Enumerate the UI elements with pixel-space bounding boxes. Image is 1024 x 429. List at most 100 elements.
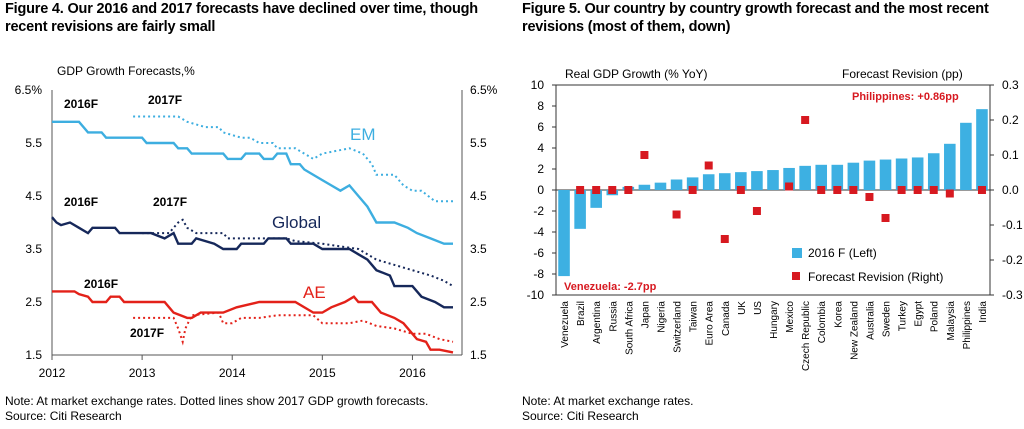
bar-argentina — [590, 190, 602, 208]
right-left-axis-title: Real GDP Growth (% YoY) — [565, 67, 708, 81]
right-right-axis-title: Forecast Revision (pp) — [842, 67, 963, 81]
annotation-philippines: Philippines: +0.86pp — [852, 91, 959, 103]
bar-czech-republic — [799, 165, 811, 190]
bar-malaysia — [944, 143, 956, 190]
x-category-label: South Africa — [624, 301, 635, 355]
right-source: Source: Citi Research — [522, 409, 639, 423]
revision-ytick-label: -0.1 — [1002, 218, 1023, 232]
x-category-label: Argentina — [592, 301, 603, 344]
bar-ytick-label: 2 — [537, 162, 544, 176]
x-category-label: Colombia — [817, 301, 828, 344]
x-tick-label: 2015 — [309, 366, 336, 380]
x-category-label: Philippines — [962, 301, 973, 349]
bar-ytick-label: 6 — [537, 120, 544, 134]
x-category-label: Switzerland — [673, 301, 684, 353]
series-label-em: EM — [350, 125, 376, 144]
x-category-label: Egypt — [914, 301, 925, 327]
bar-switzerland — [670, 179, 683, 190]
revision-marker — [688, 186, 697, 194]
annotation-venezuela: Venezuela: -2.7pp — [564, 281, 657, 293]
bar-india — [976, 109, 988, 190]
bar-ytick-label: -4 — [533, 225, 544, 239]
right-note-block: Note: At market exchange rates. Source: … — [522, 394, 693, 424]
legend-swatch-revision — [792, 272, 800, 280]
revision-marker — [608, 186, 617, 194]
x-category-label: Hungary — [769, 301, 780, 339]
right-title-line2: revisions (most of them, down) — [522, 19, 731, 35]
x-category-label: Sweden — [882, 301, 893, 337]
bar-euro-area — [702, 174, 715, 190]
bar-mexico — [783, 167, 795, 190]
left-ytick-label: 1.5 — [25, 348, 42, 362]
bar-colombia — [815, 164, 828, 190]
left-chart-title: Figure 4. Our 2016 and 2017 forecasts ha… — [5, 0, 478, 36]
x-category-label: New Zealand — [849, 301, 860, 360]
label-ae-2016f: 2016F — [84, 277, 118, 291]
left-title-line2: recent revisions are fairly small — [5, 19, 216, 35]
bar-poland — [927, 153, 940, 190]
x-category-label: Turkey — [898, 301, 909, 331]
revision-marker — [720, 235, 729, 243]
bar-hungary — [767, 170, 779, 190]
right-ytick-label: 1.5 — [470, 348, 487, 362]
label-global-2016f: 2016F — [64, 195, 98, 209]
bar-venezuela — [558, 190, 570, 277]
bar-us — [751, 171, 763, 190]
bar-ytick-label: 10 — [531, 78, 545, 92]
right-note: Note: At market exchange rates. — [522, 394, 694, 408]
bar-ytick-label: -8 — [533, 267, 544, 281]
bar-brazil — [574, 190, 586, 229]
bar-sweden — [879, 159, 892, 190]
x-category-label: Venezuela — [560, 301, 571, 348]
x-category-label: UK — [737, 301, 748, 315]
right-ytick-label: 4.5 — [470, 189, 487, 203]
right-title-line1: Figure 5. Our country by country growth … — [522, 1, 989, 17]
left-note-block: Note: At market exchange rates. Dotted l… — [5, 394, 428, 424]
x-category-label: Korea — [833, 301, 844, 328]
revision-marker — [736, 186, 745, 194]
left-ytick-label: 3.5 — [25, 242, 42, 256]
bar-canada — [718, 173, 731, 190]
left-ytick-label: 4.5 — [25, 189, 42, 203]
legend-swatch-bars — [792, 248, 802, 258]
revision-marker — [945, 189, 954, 198]
bar-ytick-label: 8 — [537, 99, 544, 113]
revision-ytick-label: -0.3 — [1002, 288, 1023, 302]
x-category-label: India — [978, 301, 989, 323]
bar-turkey — [895, 158, 908, 190]
revision-marker — [929, 186, 938, 194]
series-label-ae: AE — [303, 283, 326, 302]
series-line-global-dotted — [142, 218, 454, 287]
revision-ytick-label: 0.3 — [1002, 78, 1019, 92]
x-category-label: Canada — [721, 301, 732, 336]
left-title-line1: Figure 4. Our 2016 and 2017 forecasts ha… — [5, 1, 478, 17]
x-category-label: Nigeria — [656, 301, 667, 333]
revision-marker — [897, 186, 906, 194]
label-global-2017f: 2017F — [153, 195, 187, 209]
x-category-label: Brazil — [576, 301, 587, 326]
legend-label-revision: Forecast Revision (Right) — [808, 270, 943, 284]
revision-marker — [624, 186, 633, 194]
left-axis-title: GDP Growth Forecasts,% — [57, 64, 195, 78]
bar-ytick-label: -2 — [533, 204, 544, 218]
bar-egypt — [911, 157, 924, 190]
right-ytick-label: 5.5 — [470, 136, 487, 150]
x-category-label: Malaysia — [946, 301, 957, 341]
revision-marker — [913, 186, 922, 194]
right-chart-title: Figure 5. Our country by country growth … — [522, 0, 989, 36]
bar-nigeria — [654, 182, 667, 190]
revision-marker — [785, 182, 794, 191]
revision-ytick-label: 0.2 — [1002, 113, 1019, 127]
bar-japan — [638, 184, 651, 190]
left-note: Note: At market exchange rates. Dotted l… — [5, 394, 429, 408]
revision-marker — [576, 186, 585, 194]
bar-uk — [735, 172, 747, 190]
series-label-global: Global — [272, 213, 321, 232]
x-tick-label: 2016 — [399, 366, 426, 380]
revision-marker — [865, 193, 874, 201]
revision-marker — [672, 210, 681, 219]
label-ae-2017f: 2017F — [130, 326, 164, 340]
bar-australia — [863, 160, 876, 190]
